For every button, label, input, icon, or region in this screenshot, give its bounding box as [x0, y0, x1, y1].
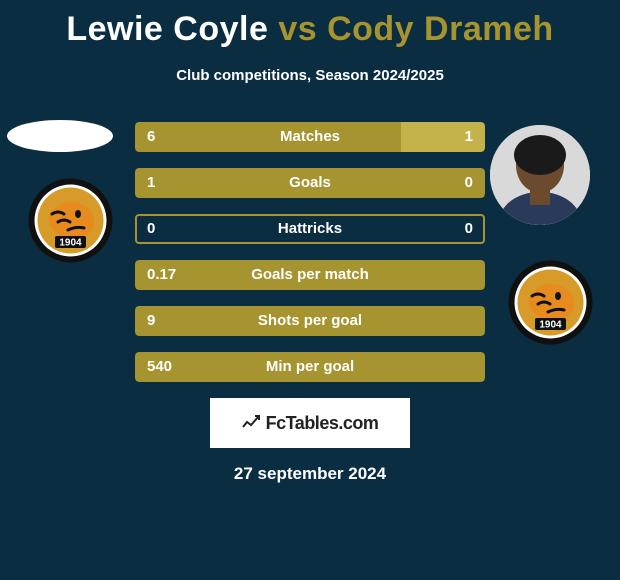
stat-row: 00Hattricks	[135, 214, 485, 244]
stat-row: 9Shots per goal	[135, 306, 485, 336]
date-label: 27 september 2024	[0, 464, 620, 484]
player2-avatar	[490, 125, 590, 225]
player1-avatar	[7, 120, 113, 152]
stat-label: Goals	[135, 168, 485, 198]
stat-label: Shots per goal	[135, 306, 485, 336]
svg-text:1904: 1904	[539, 320, 562, 331]
chart-icon	[242, 414, 260, 432]
stat-row: 540Min per goal	[135, 352, 485, 382]
fctables-watermark: FcTables.com	[210, 398, 410, 448]
stat-label: Goals per match	[135, 260, 485, 290]
stat-row: 0.17Goals per match	[135, 260, 485, 290]
player1-name: Lewie Coyle	[66, 10, 268, 48]
stat-row: 61Matches	[135, 122, 485, 152]
stat-label: Hattricks	[135, 214, 485, 244]
stat-label: Matches	[135, 122, 485, 152]
stat-row: 10Goals	[135, 168, 485, 198]
fctables-label: FcTables.com	[266, 413, 379, 434]
comparison-title: Lewie Coyle vs Cody Drameh	[0, 0, 620, 49]
svg-text:1904: 1904	[59, 238, 82, 249]
player2-name: Cody Drameh	[327, 10, 554, 48]
player2-club-badge: 1904	[508, 260, 593, 345]
stat-label: Min per goal	[135, 352, 485, 382]
player1-club-badge: 1904	[28, 178, 113, 263]
subtitle: Club competitions, Season 2024/2025	[0, 67, 620, 84]
vs-text: vs	[278, 10, 317, 48]
